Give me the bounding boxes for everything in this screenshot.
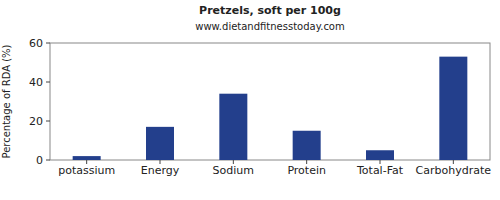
title: Pretzels, soft per 100g [199,4,341,17]
bars [73,57,468,160]
y-axis-label: Percentage of RDA (%) [1,44,12,158]
x-tick-label: Protein [287,164,326,177]
y-tick-label: 0 [36,154,43,167]
bar [366,150,394,160]
y-tick [46,82,50,83]
bar [439,57,467,160]
x-tick-label: potassium [58,164,115,177]
x-tick-label: Energy [141,164,180,177]
y-tick [46,43,50,44]
x-tick-label: Total-Fat [356,164,404,177]
y-tick-label: 40 [29,76,43,89]
y-tick-label: 60 [29,37,43,50]
bar [146,127,174,160]
y-tick [46,121,50,122]
bar [73,156,101,160]
chart-container: Pretzels, soft per 100g www.dietandfitnes… [0,0,500,200]
x-tick-label: Sodium [213,164,254,177]
y-tick [46,160,50,161]
bar [219,94,247,160]
chart-svg: Pretzels, soft per 100g www.dietandfitnes… [0,0,500,200]
subtitle: www.dietandfitnesstoday.com [195,21,344,32]
y-tick-label: 20 [29,115,43,128]
bar [293,131,321,160]
x-tick-label: Carbohydrate [416,164,492,177]
plot-frame [50,43,490,160]
